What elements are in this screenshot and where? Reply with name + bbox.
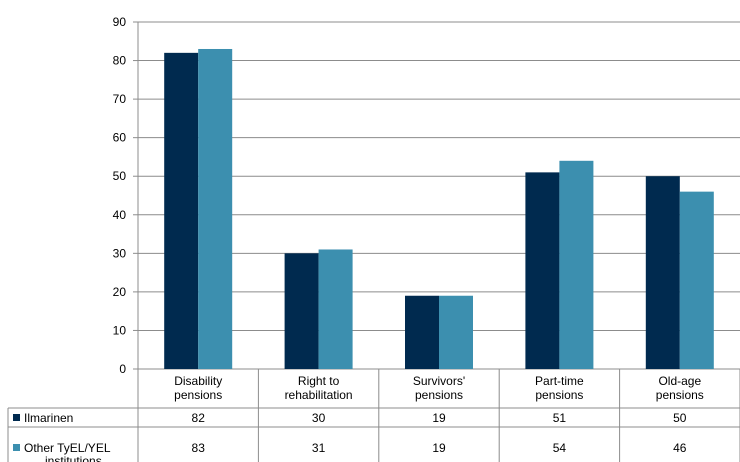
table-value: 31 <box>312 441 326 455</box>
bar-other-institutions <box>679 191 714 369</box>
data-table: Disability pensions Right to rehabilitation… <box>7 369 740 462</box>
bar-other-institutions <box>559 160 594 369</box>
bar-ilmarinen <box>645 176 680 369</box>
category-label: Right to rehabilitation <box>285 374 353 402</box>
table-value: 19 <box>432 411 446 425</box>
bar-other-institutions <box>198 48 233 369</box>
bar-other-institutions <box>439 295 473 369</box>
y-tick-label: 0 <box>119 362 126 376</box>
category-label: Old-age pensions <box>656 374 704 402</box>
table-value: 51 <box>553 411 567 425</box>
bar-ilmarinen <box>164 52 199 369</box>
table-value: 54 <box>553 441 567 455</box>
table-value: 46 <box>673 441 687 455</box>
gridlines <box>133 21 740 462</box>
table-value: 82 <box>192 411 206 425</box>
bar-ilmarinen <box>284 253 319 369</box>
y-tick-label: 80 <box>113 54 127 68</box>
y-axis-ticks: 0 10 20 30 40 50 60 70 80 90 <box>113 15 127 376</box>
bars <box>164 48 714 369</box>
y-tick-label: 50 <box>113 169 127 183</box>
category-label: Part-time pensions <box>535 374 584 402</box>
y-tick-label: 70 <box>113 92 127 106</box>
y-tick-label: 30 <box>113 246 127 260</box>
category-label: Disability pensions <box>174 374 222 402</box>
table-value: 19 <box>432 441 446 455</box>
y-tick-label: 40 <box>113 208 127 222</box>
legend-swatch <box>13 444 20 451</box>
bar-ilmarinen <box>405 295 439 369</box>
table-value: 83 <box>192 441 206 455</box>
legend-swatch <box>13 414 20 421</box>
series-name: Other TyEL/YEL institutions <box>24 441 111 462</box>
y-tick-label: 10 <box>113 323 127 337</box>
bar-ilmarinen <box>525 172 560 369</box>
y-tick-label: 90 <box>113 15 127 29</box>
category-label: Survivors' pensions <box>413 374 465 402</box>
bar-other-institutions <box>318 249 353 369</box>
table-value: 30 <box>312 411 326 425</box>
y-tick-label: 60 <box>113 131 127 145</box>
series-name: Ilmarinen <box>24 411 73 425</box>
y-tick-label: 20 <box>113 285 127 299</box>
table-value: 50 <box>673 411 687 425</box>
